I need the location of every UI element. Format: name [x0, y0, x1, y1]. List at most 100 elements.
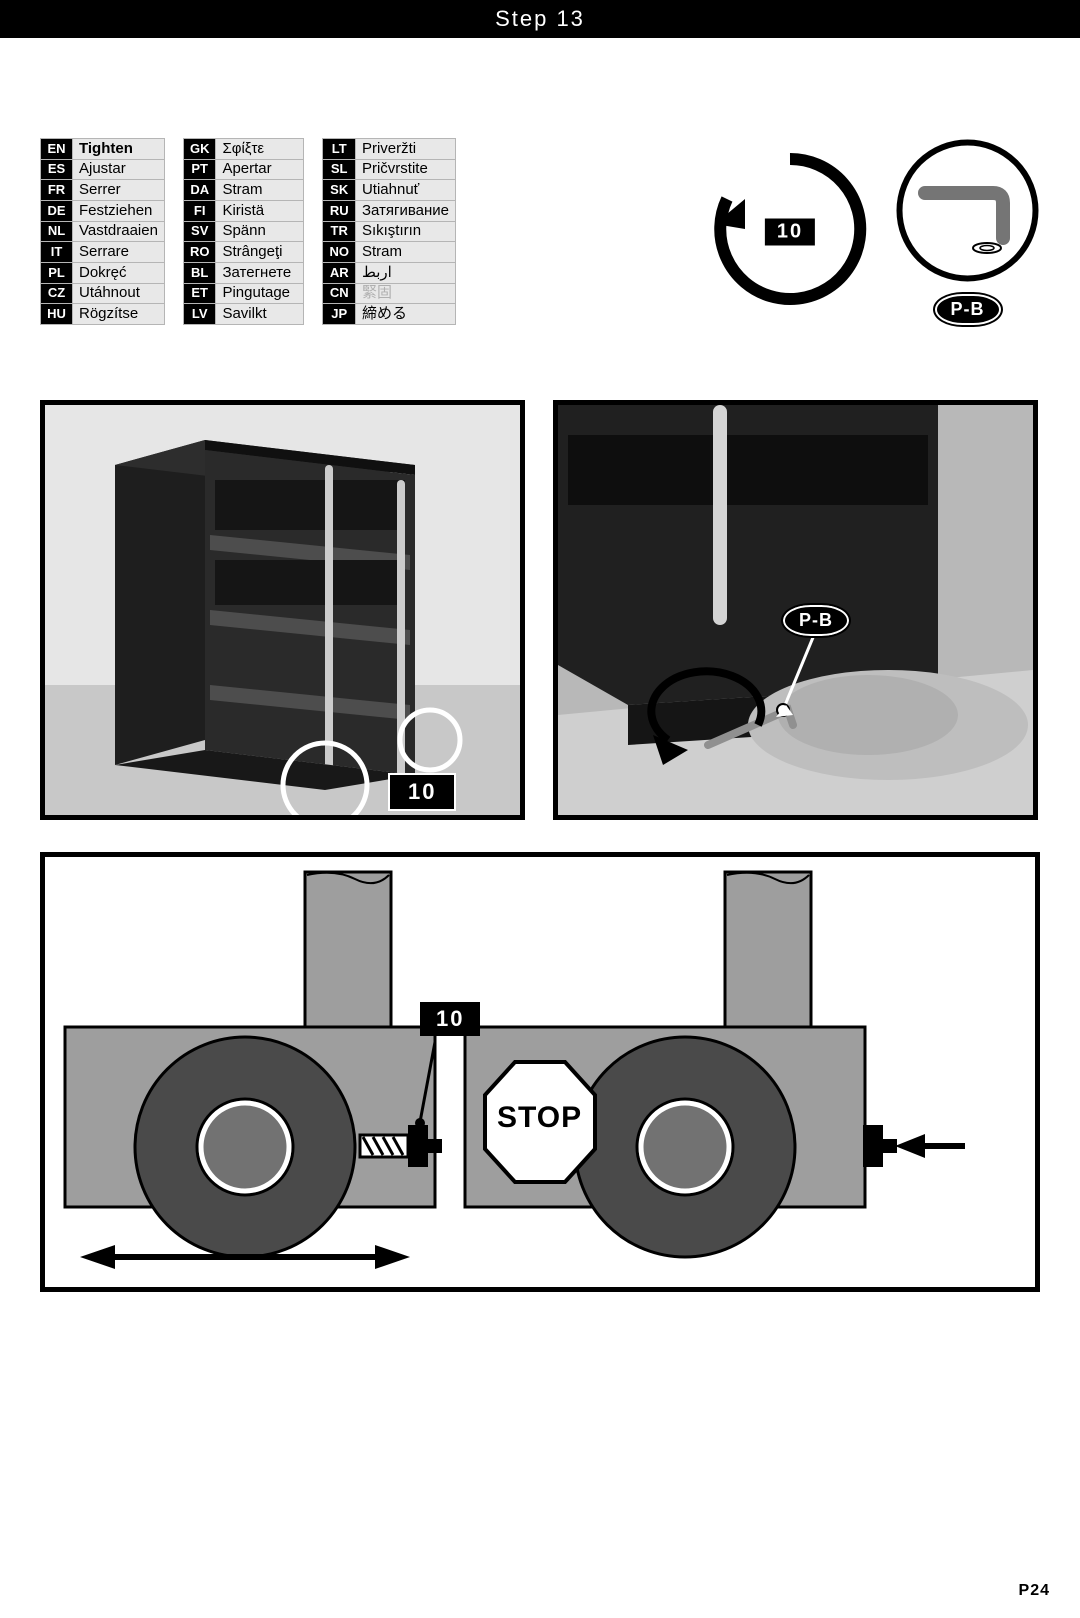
top-section: ENTightenESAjustarFRSerrerDEFestziehenNL…	[0, 38, 1080, 325]
translation-row: BLЗатегнете	[183, 262, 304, 283]
translation-row: ENTighten	[41, 139, 165, 160]
page-number: P24	[1019, 1582, 1050, 1600]
rotation-badge: 10	[765, 218, 815, 245]
lang-word: Stram	[216, 180, 304, 201]
lang-word: 締める	[355, 304, 455, 325]
lang-code: ET	[183, 283, 216, 304]
lang-code: SV	[183, 221, 216, 242]
lang-code: BL	[183, 262, 216, 283]
photo-cabinet-closeup: P-B	[553, 400, 1038, 820]
translation-row: CZUtáhnout	[41, 283, 165, 304]
lang-code: LV	[183, 304, 216, 325]
lang-word: Utiahnuť	[355, 180, 455, 201]
photos-row: 10	[0, 325, 1080, 820]
lang-code: ES	[41, 159, 73, 180]
translation-row: CN緊固	[323, 283, 456, 304]
lang-code: RU	[323, 200, 356, 221]
lang-word: Serrare	[73, 242, 165, 263]
step-title: Step 13	[495, 6, 585, 31]
lang-word: Stram	[355, 242, 455, 263]
translation-row: TRSıkıştırın	[323, 221, 456, 242]
lang-word: Festziehen	[73, 200, 165, 221]
lang-code: NL	[41, 221, 73, 242]
translation-row: NOStram	[323, 242, 456, 263]
lang-word: Savilkt	[216, 304, 304, 325]
lang-word: Затегнете	[216, 262, 304, 283]
translation-tables: ENTightenESAjustarFRSerrerDEFestziehenNL…	[40, 138, 681, 325]
translation-table-1: ENTightenESAjustarFRSerrerDEFestziehenNL…	[40, 138, 165, 325]
lang-word: Pričvrstite	[355, 159, 455, 180]
lang-code: AR	[323, 262, 356, 283]
lang-word: Serrer	[73, 180, 165, 201]
lang-code: HU	[41, 304, 73, 325]
lang-word: Vastdraaien	[73, 221, 165, 242]
lang-code: LT	[323, 139, 356, 160]
lang-code: RO	[183, 242, 216, 263]
lang-word: Kiristä	[216, 200, 304, 221]
translation-table-3: LTPriveržtiSLPričvrstiteSKUtiahnuťRUЗатя…	[322, 138, 456, 325]
allen-key-icon	[895, 138, 1040, 283]
tool-label-pb: P-B	[935, 294, 1001, 325]
lang-word: Spänn	[216, 221, 304, 242]
lang-word: Utáhnout	[73, 283, 165, 304]
translation-row: SVSpänn	[183, 221, 304, 242]
lang-word: Dokręć	[73, 262, 165, 283]
translation-row: FRSerrer	[41, 180, 165, 201]
lang-code: FR	[41, 180, 73, 201]
lang-code: JP	[323, 304, 356, 325]
lang-code: TR	[323, 221, 356, 242]
lang-code: NO	[323, 242, 356, 263]
translation-row: LVSavilkt	[183, 304, 304, 325]
translation-row: HURögzítse	[41, 304, 165, 325]
lang-code: SK	[323, 180, 356, 201]
adjustment-diagram: 10 STOP	[40, 852, 1040, 1292]
translation-row: GKΣφίξτε	[183, 139, 304, 160]
lang-code: CZ	[41, 283, 73, 304]
lang-code: GK	[183, 139, 216, 160]
translation-row: ITSerrare	[41, 242, 165, 263]
translation-row: ARاربط	[323, 262, 456, 283]
translation-row: SKUtiahnuť	[323, 180, 456, 201]
translation-row: SLPričvrstite	[323, 159, 456, 180]
lang-word: Rögzítse	[73, 304, 165, 325]
lang-word: Ajustar	[73, 159, 165, 180]
tool-icon: P-B	[895, 138, 1040, 325]
lang-code: PT	[183, 159, 216, 180]
lang-code: SL	[323, 159, 356, 180]
translation-row: ETPingutage	[183, 283, 304, 304]
lang-code: PL	[41, 262, 73, 283]
translation-row: FIKiristä	[183, 200, 304, 221]
lang-word: Sıkıştırın	[355, 221, 455, 242]
lang-code: CN	[323, 283, 356, 304]
step-header: Step 13	[0, 0, 1080, 38]
translation-row: LTPriveržti	[323, 139, 456, 160]
photo1-badge: 10	[390, 775, 454, 809]
translation-row: RUЗатягивание	[323, 200, 456, 221]
diagram-svg	[45, 857, 1035, 1287]
instruction-page: Step 13 ENTightenESAjustarFRSerrerDEFest…	[0, 0, 1080, 1618]
translation-row: ROStrângeţi	[183, 242, 304, 263]
stop-label: STOP	[497, 1101, 582, 1135]
lang-word: Strângeţi	[216, 242, 304, 263]
lang-code: FI	[183, 200, 216, 221]
lang-word: Apertar	[216, 159, 304, 180]
translation-row: PTApertar	[183, 159, 304, 180]
lang-code: EN	[41, 139, 73, 160]
cabinet-illustration	[45, 405, 520, 815]
translation-table-2: GKΣφίξτεPTApertarDAStramFIKiristäSVSpänn…	[183, 138, 305, 325]
lang-word: Tighten	[73, 139, 165, 160]
translation-row: JP締める	[323, 304, 456, 325]
translation-row: DEFestziehen	[41, 200, 165, 221]
icons-area: 10 P-B	[705, 138, 1040, 325]
lang-code: IT	[41, 242, 73, 263]
lang-code: DA	[183, 180, 216, 201]
diagram-badge: 10	[420, 1002, 480, 1036]
lang-word: اربط	[355, 262, 455, 283]
translation-row: ESAjustar	[41, 159, 165, 180]
translation-row: NLVastdraaien	[41, 221, 165, 242]
translation-row: PLDokręć	[41, 262, 165, 283]
translation-row: DAStram	[183, 180, 304, 201]
rotation-icon: 10	[705, 144, 875, 319]
photo2-label-pb: P-B	[783, 605, 849, 636]
photo-cabinet-full: 10	[40, 400, 525, 820]
